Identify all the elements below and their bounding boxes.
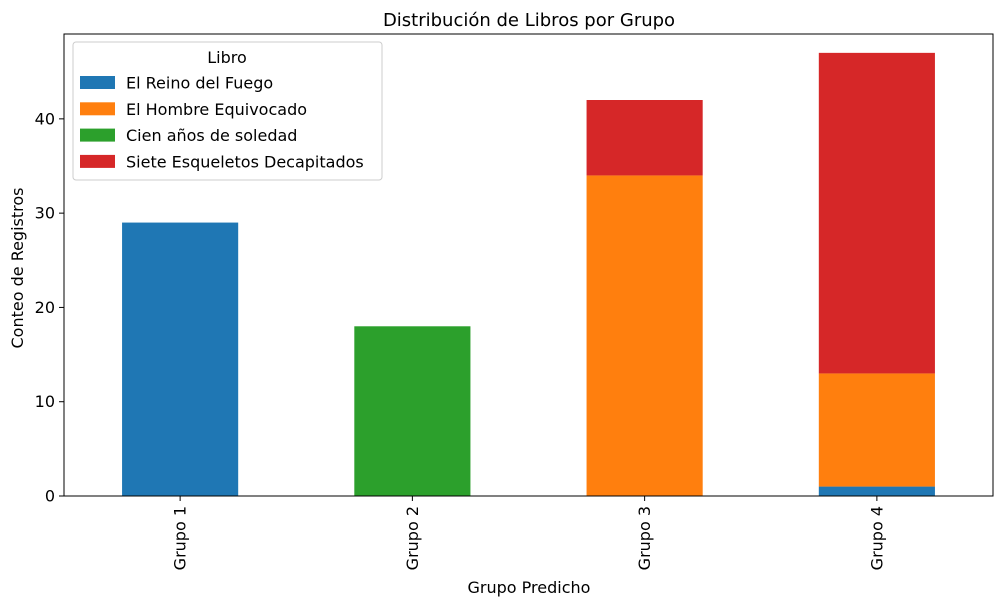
chart-title: Distribución de Libros por Grupo	[383, 10, 675, 31]
bar-2-series-3	[354, 326, 471, 496]
y-axis-label: Conteo de Registros	[8, 188, 27, 349]
legend-swatch	[80, 128, 115, 142]
y-tick-label: 20	[35, 298, 55, 317]
y-tick-label: 30	[35, 204, 55, 223]
legend: Libro El Reino del Fuego El Hombre Equivo…	[72, 41, 383, 181]
bar-3-series-4	[586, 100, 703, 176]
y-tick-label: 40	[35, 109, 55, 128]
bar-4-series-1	[818, 486, 935, 496]
legend-swatch	[80, 102, 115, 116]
x-axis-label: Grupo Predicho	[468, 578, 591, 597]
legend-item-label: El Hombre Equivocado	[126, 100, 307, 119]
x-tick-label: Grupo 3	[635, 506, 654, 570]
x-tick-label: Grupo 4	[867, 506, 886, 570]
legend-item-label: Siete Esqueletos Decapitados	[126, 152, 364, 171]
plot-frame	[63, 33, 994, 497]
bar-4-series-2	[818, 373, 935, 487]
legend-item-label: El Reino del Fuego	[126, 74, 273, 93]
bar-3-series-2	[586, 175, 703, 496]
y-tick-label: 10	[35, 392, 55, 411]
bar-1-series-1	[122, 222, 239, 496]
legend-title: Libro	[207, 48, 247, 67]
y-tick-label: 0	[45, 487, 55, 506]
x-tick-label: Grupo 2	[403, 506, 422, 570]
legend-swatch	[80, 76, 115, 89]
bar-4-series-4	[818, 52, 935, 374]
legend-box	[72, 41, 383, 181]
legend-items: El Reino del Fuego El Hombre Equivocado Ci…	[80, 74, 364, 171]
x-tick-label: Grupo 1	[171, 506, 190, 570]
bars-group	[122, 52, 935, 496]
x-axis: Grupo 1 Grupo 2 Grupo 3 Grupo 4	[171, 496, 886, 570]
y-axis: 0 10 20 30 40	[35, 109, 64, 506]
legend-item-label: Cien años de soledad	[126, 126, 297, 145]
legend-swatch	[80, 154, 115, 168]
